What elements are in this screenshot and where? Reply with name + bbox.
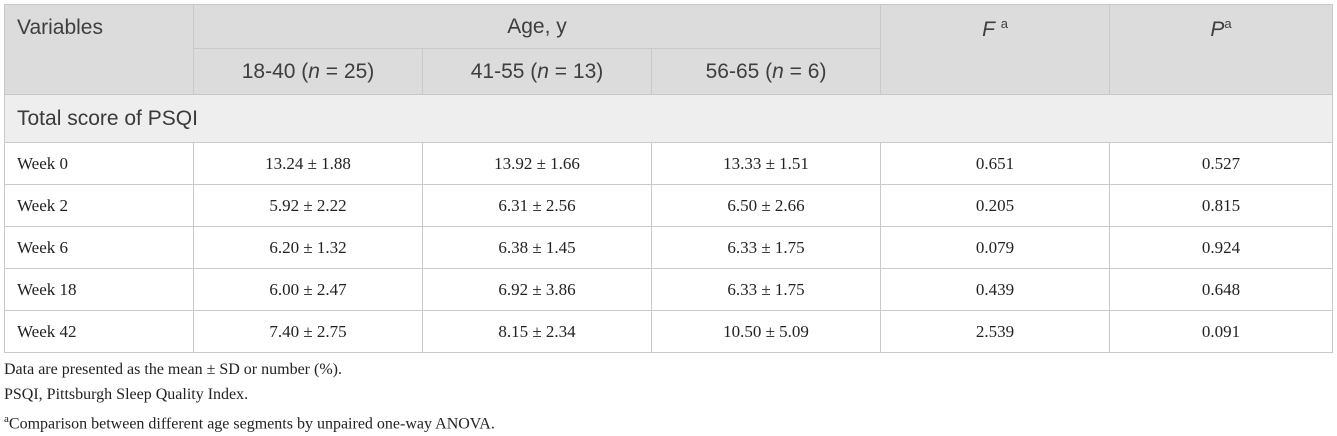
cell-p: 0.924 <box>1109 226 1334 269</box>
cell-age-56-65: 10.50 ± 5.09 <box>650 310 882 353</box>
cell-age-18-40: 6.20 ± 1.32 <box>193 226 423 269</box>
cell-age-41-55: 13.92 ± 1.66 <box>422 142 652 185</box>
cell-f: 0.439 <box>880 268 1111 311</box>
row-label: Week 18 <box>4 268 194 311</box>
cell-f: 0.079 <box>880 226 1111 269</box>
cell-f: 2.539 <box>880 310 1111 353</box>
table-row: Week 6 6.20 ± 1.32 6.38 ± 1.45 6.33 ± 1.… <box>4 226 1334 269</box>
cell-age-41-55: 6.31 ± 2.56 <box>422 184 652 227</box>
cell-age-18-40: 13.24 ± 1.88 <box>193 142 423 185</box>
table-row: Week 2 5.92 ± 2.22 6.31 ± 2.56 6.50 ± 2.… <box>4 184 1334 227</box>
f-header: F a <box>880 4 1111 95</box>
f-header-label: F <box>982 18 995 41</box>
table-container: Variables Age, y F a Pa 18-40 (n = 25) 4… <box>3 4 1334 353</box>
p-header: Pa <box>1109 4 1334 95</box>
cell-age-56-65: 6.50 ± 2.66 <box>650 184 882 227</box>
section-row: Total score of PSQI <box>3 94 1334 143</box>
f-header-sup: a <box>1000 16 1008 31</box>
table-footnotes: Data are presented as the mean ± SD or n… <box>4 357 495 436</box>
cell-p: 0.527 <box>1109 142 1334 185</box>
cell-age-18-40: 7.40 ± 2.75 <box>193 310 423 353</box>
age-col-41-55: 41-55 (n = 13) <box>422 48 652 95</box>
cell-f: 0.205 <box>880 184 1111 227</box>
p-header-sup: a <box>1224 16 1232 31</box>
age-col-18-40: 18-40 (n = 25) <box>193 48 423 95</box>
row-label: Week 2 <box>4 184 194 227</box>
cell-p: 0.815 <box>1109 184 1334 227</box>
footnote-abbreviation: PSQI, Pittsburgh Sleep Quality Index. <box>4 386 249 403</box>
variables-header: Variables <box>4 4 194 95</box>
cell-age-41-55: 6.92 ± 3.86 <box>422 268 652 311</box>
results-table: Variables Age, y F a Pa 18-40 (n = 25) 4… <box>3 4 1334 353</box>
cell-age-41-55: 6.38 ± 1.45 <box>422 226 652 269</box>
footnote-data-presentation: Data are presented as the mean ± SD or n… <box>4 361 342 378</box>
row-label: Week 42 <box>4 310 194 353</box>
cell-age-56-65: 13.33 ± 1.51 <box>650 142 882 185</box>
cell-age-18-40: 6.00 ± 2.47 <box>193 268 423 311</box>
footnote-anova-sup: a <box>4 413 9 425</box>
table-row: Week 0 13.24 ± 1.88 13.92 ± 1.66 13.33 ±… <box>4 142 1334 185</box>
table-row: Week 18 6.00 ± 2.47 6.92 ± 3.86 6.33 ± 1… <box>4 268 1334 311</box>
cell-age-56-65: 6.33 ± 1.75 <box>650 226 882 269</box>
cell-p: 0.648 <box>1109 268 1334 311</box>
age-col-56-65: 56-65 (n = 6) <box>650 48 882 95</box>
p-header-label: P <box>1210 18 1225 41</box>
section-label: Total score of PSQI <box>3 94 1334 143</box>
header-row-2: 18-40 (n = 25) 41-55 (n = 13) 56-65 (n =… <box>5 48 1333 95</box>
cell-age-41-55: 8.15 ± 2.34 <box>422 310 652 353</box>
table-row: Week 42 7.40 ± 2.75 8.15 ± 2.34 10.50 ± … <box>4 310 1334 353</box>
cell-age-56-65: 6.33 ± 1.75 <box>650 268 882 311</box>
cell-p: 0.091 <box>1109 310 1334 353</box>
cell-f: 0.651 <box>880 142 1111 185</box>
age-group-header: Age, y <box>192 4 882 49</box>
row-label: Week 6 <box>4 226 194 269</box>
footnote-anova-text: Comparison between different age segment… <box>8 415 495 433</box>
cell-age-18-40: 5.92 ± 2.22 <box>193 184 423 227</box>
row-label: Week 0 <box>4 142 194 185</box>
footnote-anova: aComparison between different age segmen… <box>4 407 495 436</box>
header-row-1: Variables Age, y F a Pa <box>4 4 1334 95</box>
